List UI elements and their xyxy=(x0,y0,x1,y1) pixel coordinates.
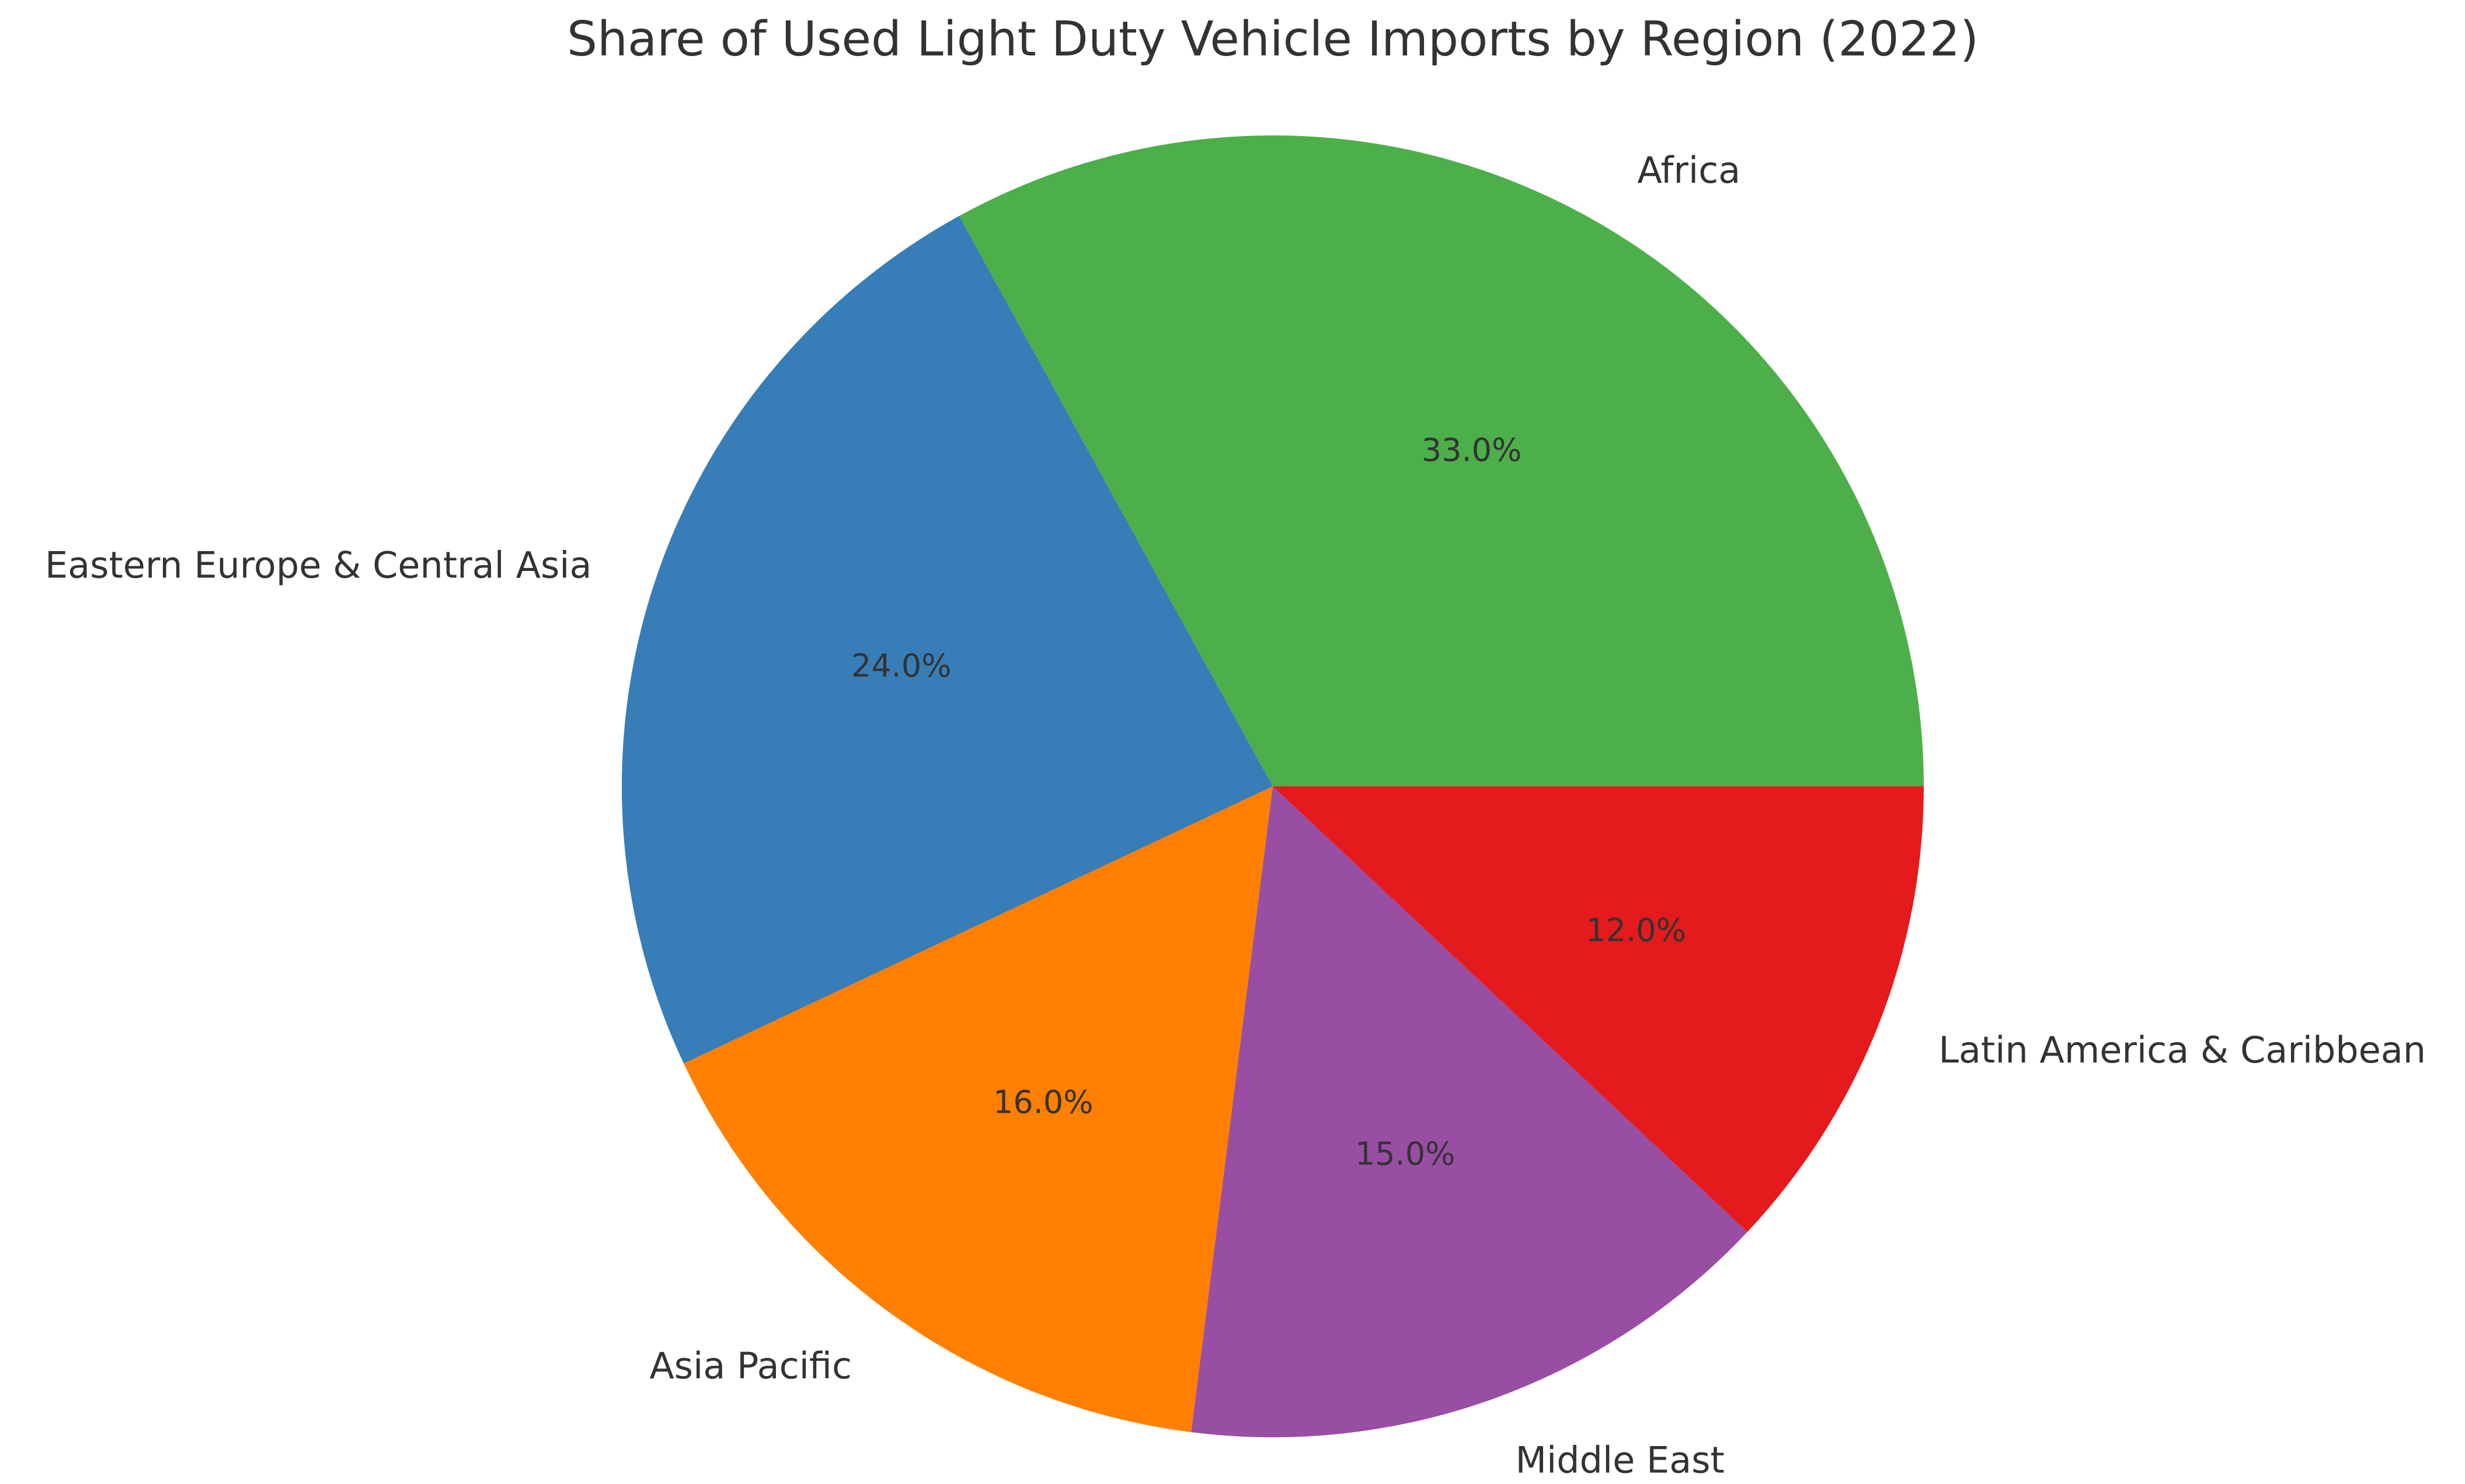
percentage-labels: 33.0% 24.0% 16.0% 15.0% 12.0% xyxy=(851,432,1686,1172)
pie-slices xyxy=(622,135,1924,1438)
pie-slice-asia-pacific xyxy=(684,786,1273,1433)
category-label-asia-pacific: Asia Pacific xyxy=(649,1344,852,1387)
category-label-latin-america-and-caribbean: Latin America & Caribbean xyxy=(1938,1029,2426,1071)
percent-label-middle-east: 15.0% xyxy=(1355,1135,1456,1172)
chart-title: Share of Used Light Duty Vehicle Imports… xyxy=(567,12,1979,67)
category-label-eastern-europe-and-central-asia: Eastern Europe & Central Asia xyxy=(45,544,592,586)
percent-label-latin-america-and-caribbean: 12.0% xyxy=(1586,912,1686,949)
category-label-middle-east: Middle East xyxy=(1515,1438,1724,1481)
percent-label-eastern-europe-and-central-asia: 24.0% xyxy=(851,647,952,684)
category-label-africa: Africa xyxy=(1637,149,1740,191)
pie-slice-latin-america-and-caribbean xyxy=(1273,786,1924,1232)
percent-label-africa: 33.0% xyxy=(1422,432,1522,469)
pie-slice-eastern-europe-and-central-asia xyxy=(622,215,1273,1064)
pie-slice-middle-east xyxy=(1191,786,1747,1438)
pie-slice-africa xyxy=(959,135,1924,787)
category-labels: Africa Eastern Europe & Central Asia Asia … xyxy=(45,149,2426,1482)
percent-label-asia-pacific: 16.0% xyxy=(993,1084,1094,1121)
